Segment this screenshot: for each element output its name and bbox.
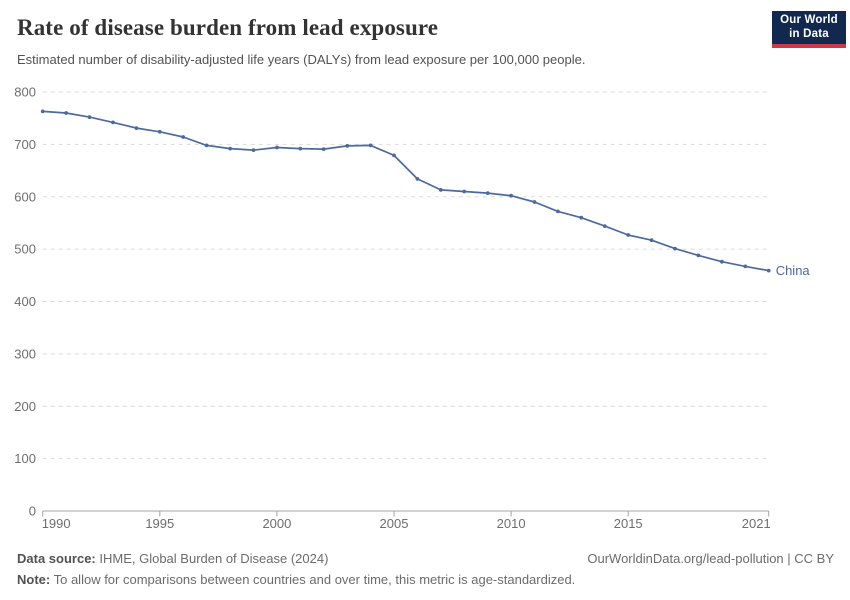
- credit-link: OurWorldinData.org/lead-pollution | CC B…: [587, 551, 834, 566]
- data-point: [649, 238, 654, 243]
- y-tick-label-600: 600: [14, 189, 36, 204]
- owid-logo-line2: in Data: [789, 27, 829, 40]
- data-point: [228, 146, 233, 151]
- data-point: [392, 153, 396, 158]
- chart-subtitle: Estimated number of disability-adjusted …: [17, 52, 586, 67]
- data-point: [462, 189, 467, 194]
- y-tick-label-400: 400: [14, 294, 36, 309]
- data-point: [556, 209, 560, 214]
- x-tick-label-2015: 2015: [614, 516, 643, 531]
- x-tick-label-2021: 2021: [742, 516, 771, 531]
- series-china: China: [40, 109, 811, 278]
- x-tick-label-2000: 2000: [262, 516, 291, 531]
- data-point: [134, 126, 139, 130]
- data-point: [579, 215, 584, 220]
- data-point: [626, 233, 631, 237]
- data-source-value: IHME, Global Burden of Disease (2024): [99, 551, 329, 566]
- y-tick-label-300: 300: [14, 346, 36, 361]
- data-point: [720, 259, 724, 264]
- data-source-line: Data source: IHME, Global Burden of Dise…: [17, 551, 328, 566]
- x-tick-label-2010: 2010: [497, 516, 526, 531]
- data-point: [368, 143, 373, 148]
- data-point: [345, 144, 350, 148]
- data-point: [766, 268, 771, 273]
- footer-row-source: Data source: IHME, Global Burden of Dise…: [17, 551, 834, 566]
- y-tick-label-500: 500: [14, 242, 36, 257]
- data-point: [204, 143, 209, 148]
- data-point: [485, 191, 490, 196]
- note-label: Note:: [17, 572, 51, 587]
- owid-logo: Our World in Data: [772, 11, 846, 48]
- data-point: [602, 224, 607, 229]
- y-tick-label-0: 0: [29, 504, 36, 519]
- data-point: [298, 146, 303, 151]
- data-point: [509, 193, 513, 198]
- data-point: [64, 111, 68, 115]
- owid-logo-box: Our World in Data: [772, 11, 846, 44]
- data-point: [321, 147, 326, 152]
- data-point: [251, 148, 256, 153]
- data-point: [696, 253, 701, 258]
- data-point: [532, 200, 537, 204]
- owid-logo-accent: [772, 44, 846, 48]
- data-point: [743, 264, 748, 269]
- data-point: [275, 145, 279, 150]
- y-tick-label-100: 100: [14, 451, 36, 466]
- data-point: [111, 120, 115, 125]
- gridlines: [42, 91, 769, 460]
- owid-logo-line1: Our World: [780, 14, 838, 26]
- page-title: Rate of disease burden from lead exposur…: [17, 15, 439, 40]
- y-tick-label-700: 700: [14, 137, 36, 152]
- footer-row-note: Note: To allow for comparisons between c…: [17, 572, 834, 587]
- data-point: [673, 246, 677, 251]
- data-point: [87, 115, 92, 119]
- data-point: [40, 109, 45, 114]
- data-point: [415, 177, 420, 181]
- data-point: [181, 135, 186, 139]
- series-line-china: [41, 110, 770, 272]
- y-tick-label-800: 800: [14, 85, 36, 100]
- data-point: [438, 188, 443, 192]
- x-tick-label-2005: 2005: [380, 516, 409, 531]
- data-point: [157, 129, 162, 134]
- y-axis-labels: 0 100 200 300 400 500 600 700 800: [14, 85, 36, 519]
- data-source-label: Data source:: [17, 551, 96, 566]
- note-value: To allow for comparisons between countri…: [53, 572, 576, 587]
- chart-footer: Data source: IHME, Global Burden of Dise…: [17, 551, 834, 587]
- series-label-china: China: [776, 263, 811, 278]
- y-tick-label-200: 200: [14, 399, 36, 414]
- x-axis: 1990 1995 2000 2005 2010 2015 2021: [42, 510, 771, 531]
- x-tick-label-1990: 1990: [42, 516, 71, 531]
- x-tick-label-1995: 1995: [145, 516, 174, 531]
